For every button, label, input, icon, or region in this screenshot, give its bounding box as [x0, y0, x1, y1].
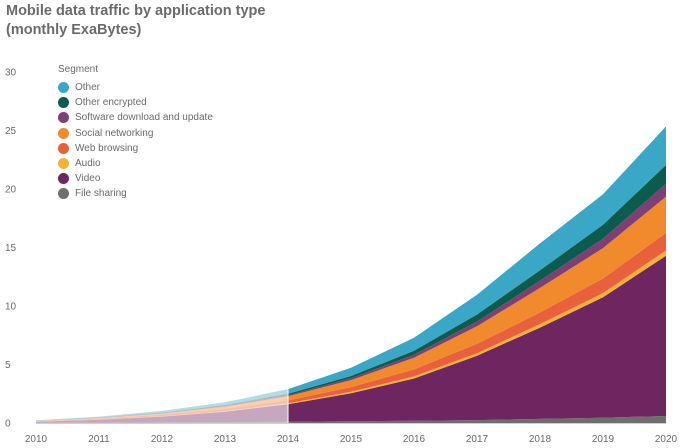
legend-swatch-audio — [58, 158, 69, 170]
chart-title: Mobile data traffic by application type … — [6, 2, 265, 40]
legend-item-file-sharing: File sharing — [58, 186, 213, 201]
legend-label-software-download: Software download and update — [75, 112, 213, 124]
y-tick-label-30: 30 — [5, 68, 17, 79]
y-tick-label-25: 25 — [5, 126, 17, 137]
legend-item-software-download: Software download and update — [58, 110, 213, 125]
legend-swatch-web-browsing — [58, 142, 69, 154]
areas — [36, 126, 666, 423]
legend: Segment Other Other encrypted Software d… — [58, 64, 213, 202]
y-tick-label-5: 5 — [5, 360, 11, 371]
legend-label-file-sharing: File sharing — [75, 188, 127, 200]
chart-title-line-1: Mobile data traffic by application type — [6, 3, 266, 19]
legend-label-video: Video — [75, 173, 101, 185]
area-video — [288, 255, 666, 422]
y-tick-label-20: 20 — [5, 185, 17, 196]
x-tick-label-2010: 2010 — [25, 434, 48, 445]
area-faded-video — [36, 404, 288, 423]
y-tick-label-10: 10 — [5, 302, 17, 313]
x-tick-label-2012: 2012 — [151, 434, 174, 445]
x-tick-label-2019: 2019 — [592, 434, 615, 445]
area-faded-file-sharing — [36, 421, 288, 423]
legend-item-other-encrypted: Other encrypted — [58, 95, 213, 110]
legend-label-social-networking: Social networking — [75, 127, 154, 139]
legend-item-social-networking: Social networking — [58, 126, 213, 141]
x-tick-label-2013: 2013 — [214, 434, 237, 445]
legend-label-audio: Audio — [75, 158, 101, 170]
legend-swatch-software-download — [58, 112, 69, 124]
x-tick-label-2018: 2018 — [529, 434, 552, 445]
legend-swatch-file-sharing — [58, 188, 69, 200]
legend-item-other: Other — [58, 80, 213, 95]
x-tick-label-2014: 2014 — [277, 434, 300, 445]
legend-swatch-social-networking — [58, 127, 69, 139]
legend-title: Segment — [58, 64, 99, 75]
legend-item-video: Video — [58, 171, 213, 186]
legend-swatch-video — [58, 173, 69, 185]
legend-item-web-browsing: Web browsing — [58, 141, 213, 156]
legend-label-web-browsing: Web browsing — [75, 142, 139, 154]
x-tick-label-2016: 2016 — [403, 434, 426, 445]
series-file-sharing — [36, 416, 666, 423]
chart-title-line-2: (monthly ExaBytes) — [6, 22, 142, 38]
x-tick-label-2020: 2020 — [655, 434, 678, 445]
x-tick-label-2017: 2017 — [466, 434, 489, 445]
x-tick-label-2011: 2011 — [88, 434, 110, 445]
y-tick-label-0: 0 — [5, 419, 11, 430]
legend-swatch-other — [58, 82, 69, 94]
legend-label-other-encrypted: Other encrypted — [75, 97, 147, 109]
x-tick-label-2015: 2015 — [340, 434, 363, 445]
legend-label-other: Other — [75, 82, 101, 94]
legend-item-audio: Audio — [58, 156, 213, 171]
legend-swatch-other-encrypted — [58, 97, 69, 109]
area-file-sharing — [288, 416, 666, 423]
y-tick-label-15: 15 — [5, 243, 17, 254]
series-video — [36, 255, 666, 423]
